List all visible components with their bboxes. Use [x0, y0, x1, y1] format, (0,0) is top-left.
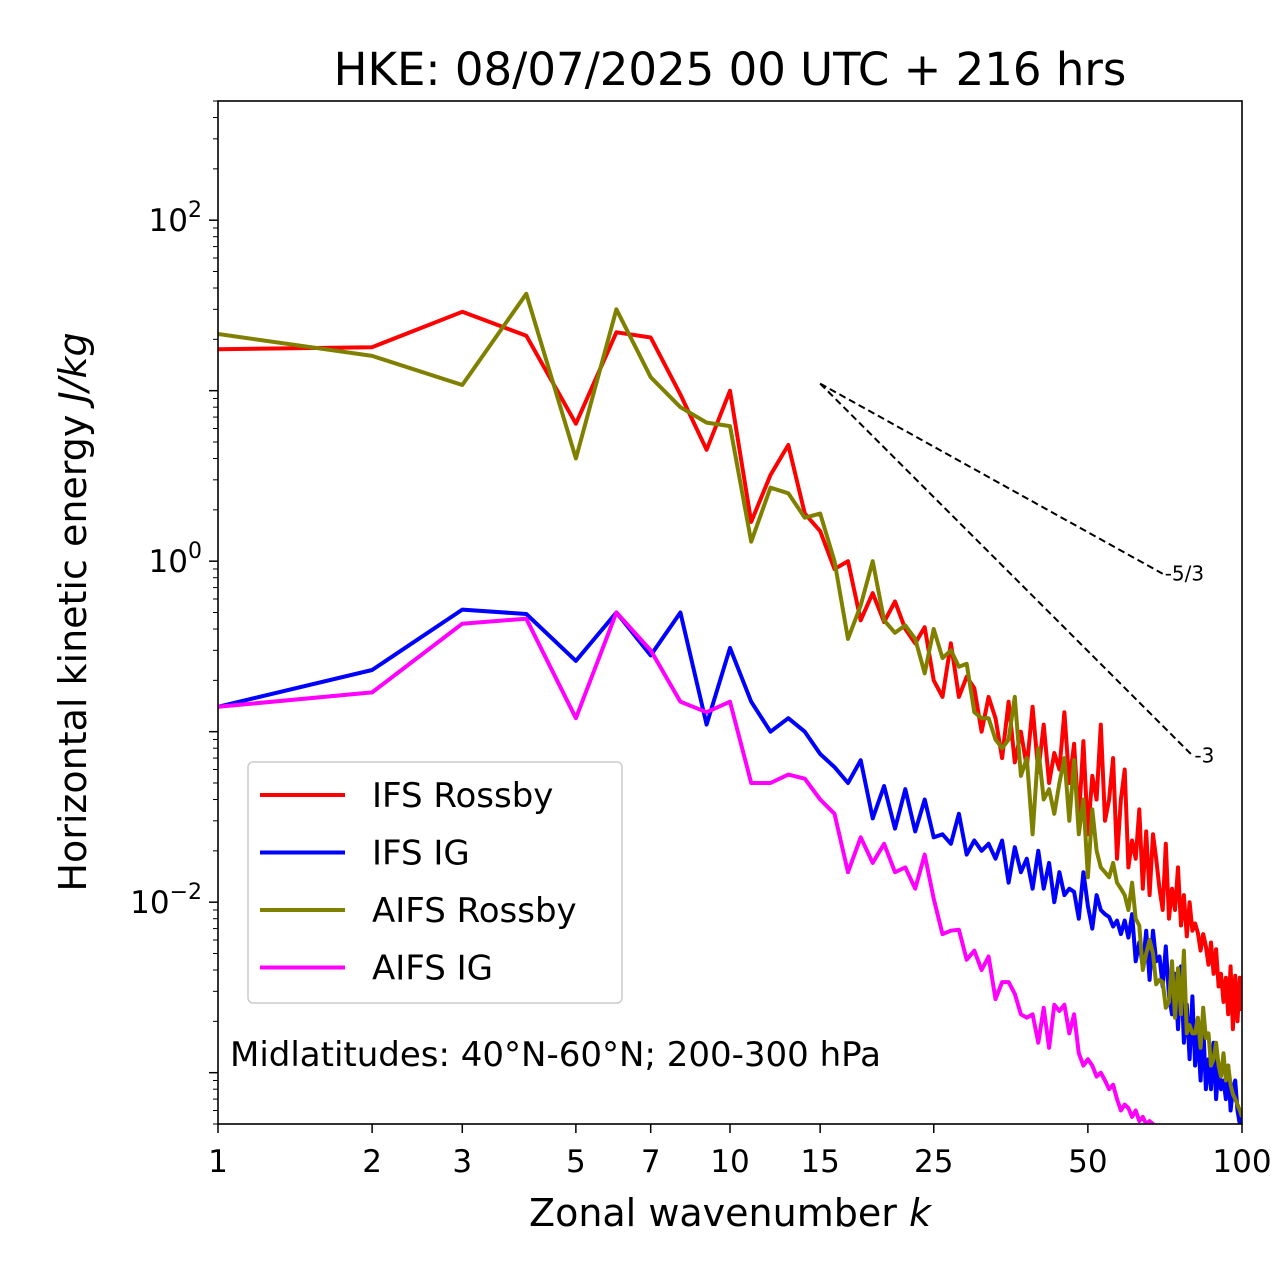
- series-line-0: [218, 309, 1242, 1032]
- x-tick-label: 50: [1068, 1144, 1107, 1180]
- y-tick-label: 102: [149, 198, 202, 239]
- x-tick-label: 5: [566, 1144, 586, 1180]
- x-tick-label: 1: [208, 1144, 228, 1180]
- legend-label: IFS IG: [372, 834, 470, 874]
- reference-slope-label: -5/3: [1165, 562, 1204, 586]
- y-tick-label: 100: [149, 539, 202, 580]
- chart-title: HKE: 08/07/2025 00 UTC + 216 hrs: [334, 43, 1127, 96]
- series-line-3: [218, 610, 1156, 1124]
- x-tick-label: 10: [710, 1144, 749, 1180]
- x-axis-label: Zonal wavenumber k: [529, 1191, 933, 1235]
- axis-ticks: [209, 100, 1243, 1133]
- region-annotation: Midlatitudes: 40°N-60°N; 200-300 hPa: [230, 1035, 881, 1075]
- x-tick-label: 3: [452, 1144, 472, 1180]
- y-tick-label: 10−2: [130, 880, 202, 921]
- reference-slope-label: -3: [1194, 743, 1214, 767]
- legend-frame: [247, 761, 623, 1004]
- legend-label: AIFS Rossby: [372, 891, 577, 931]
- plot-frame: [217, 100, 1243, 1125]
- x-tick-label: 25: [914, 1144, 953, 1180]
- axis-tick-labels: 1 2 3 5 7 10 15 25 50 100 102 100 10−2: [130, 198, 1271, 1180]
- x-tick-label: 100: [1212, 1144, 1271, 1180]
- y-axis-label: Horizontal kinetic energy J/kg: [51, 332, 95, 891]
- series-layer: [218, 291, 1242, 1124]
- series-line-2: [218, 291, 1242, 1118]
- legend: IFS Rossby IFS IG AIFS Rossby AIFS IG: [247, 761, 623, 1004]
- reference-slope-line: [819, 382, 1164, 575]
- legend-label: AIFS IG: [372, 949, 493, 989]
- x-tick-label: 15: [800, 1144, 839, 1180]
- x-tick-label: 7: [641, 1144, 661, 1180]
- series-line-1: [218, 607, 1242, 1124]
- x-tick-label: 2: [362, 1144, 382, 1180]
- reference-slopes: -5/3 -3: [819, 382, 1214, 767]
- legend-label: IFS Rossby: [372, 776, 553, 816]
